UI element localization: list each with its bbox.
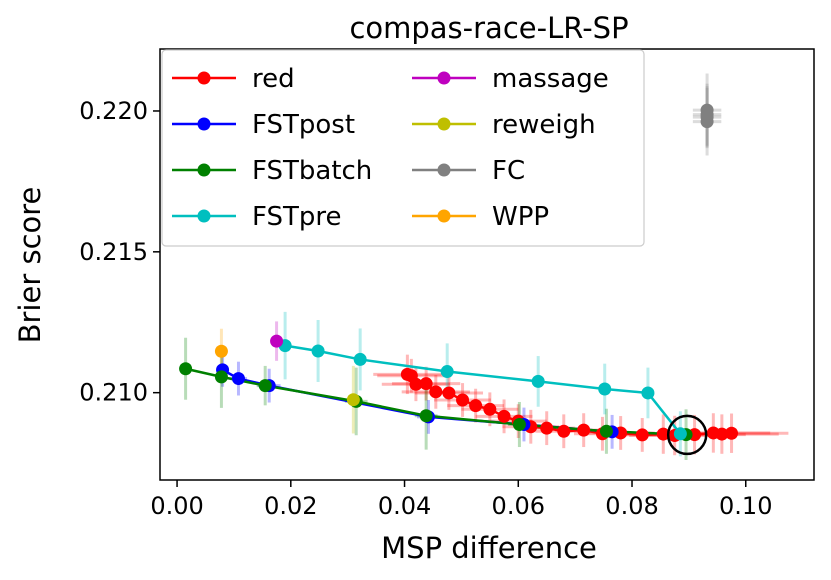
point-red-23 bbox=[725, 426, 739, 440]
point-fstpre-2 bbox=[353, 352, 367, 366]
x-tick-label: 0.00 bbox=[150, 492, 203, 520]
x-axis-label: MSP difference bbox=[381, 531, 597, 565]
y-axis: 0.210 0.215 0.220 bbox=[79, 97, 160, 407]
point-fc-3 bbox=[700, 115, 714, 129]
point-wpp-0 bbox=[214, 344, 228, 358]
point-red-22 bbox=[715, 427, 729, 441]
legend-label-red: red bbox=[252, 64, 295, 94]
point-fstpre-5 bbox=[598, 382, 612, 396]
legend-marker-massage bbox=[437, 71, 451, 85]
point-fstpost-1 bbox=[231, 372, 245, 386]
x-axis: 0.00 0.02 0.04 0.06 0.08 0.10 bbox=[150, 480, 772, 520]
point-fstbatch-1 bbox=[214, 370, 228, 384]
point-fstbatch-2 bbox=[258, 379, 272, 393]
plot-frame bbox=[159, 48, 815, 481]
point-fstpre-7 bbox=[673, 427, 687, 441]
legend-label-fstbatch: FSTbatch bbox=[252, 156, 372, 186]
point-red-2 bbox=[409, 377, 423, 391]
point-red-3 bbox=[419, 377, 433, 391]
line-fstpre bbox=[284, 344, 682, 435]
legend-marker-wpp bbox=[437, 209, 451, 223]
x-tick-label: 0.08 bbox=[605, 492, 658, 520]
point-fstbatch-4 bbox=[419, 409, 433, 423]
point-massage-0 bbox=[270, 334, 284, 348]
chart-title: compas-race-LR-SP bbox=[349, 11, 628, 45]
y-tick-label: 0.210 bbox=[79, 379, 148, 407]
point-fstpre-6 bbox=[641, 386, 655, 400]
point-red-13 bbox=[557, 424, 571, 438]
point-red-14 bbox=[577, 423, 591, 437]
legend-marker-fstpre bbox=[197, 209, 211, 223]
legend-box bbox=[161, 49, 645, 247]
legend-marker-fstpost bbox=[197, 117, 211, 131]
point-fstpre-1 bbox=[311, 344, 325, 358]
point-red-8 bbox=[483, 402, 497, 416]
point-red-18 bbox=[656, 427, 670, 441]
legend-marker-red bbox=[197, 71, 211, 85]
legend-label-fstpre: FSTpre bbox=[252, 202, 342, 232]
highlight-circle bbox=[666, 414, 708, 456]
point-fstpre-3 bbox=[440, 365, 454, 379]
legend-label-fc: FC bbox=[492, 156, 525, 186]
legend-label-massage: massage bbox=[492, 64, 609, 94]
line-fstbatch bbox=[185, 367, 687, 436]
legend-marker-fstbatch bbox=[197, 163, 211, 177]
y-tick-label: 0.220 bbox=[79, 97, 148, 125]
point-red-4 bbox=[429, 385, 443, 399]
point-red-7 bbox=[469, 399, 483, 413]
x-tick-label: 0.10 bbox=[719, 492, 772, 520]
legend-label-fstpost: FSTpost bbox=[252, 110, 355, 140]
point-red-9 bbox=[497, 409, 511, 423]
point-red-12 bbox=[540, 421, 554, 435]
point-fstbatch-5 bbox=[512, 418, 526, 432]
y-axis-label: Brier score bbox=[13, 187, 47, 344]
y-tick-label: 0.215 bbox=[79, 238, 148, 266]
x-tick-label: 0.06 bbox=[492, 492, 545, 520]
point-red-5 bbox=[442, 386, 456, 400]
point-fstbatch-0 bbox=[179, 362, 193, 376]
data-points bbox=[179, 103, 739, 442]
legend: red FSTpost FSTbatch FSTpre massage reweigh FC… bbox=[161, 49, 645, 247]
legend-marker-fc bbox=[437, 163, 451, 177]
point-reweigh-0 bbox=[346, 393, 360, 407]
legend-marker-reweigh bbox=[437, 117, 451, 131]
point-red-17 bbox=[635, 428, 649, 442]
legend-label-wpp: WPP bbox=[492, 202, 549, 232]
point-fstpre-4 bbox=[531, 374, 545, 388]
point-fstbatch-6 bbox=[599, 424, 613, 438]
point-red-6 bbox=[456, 393, 470, 407]
x-tick-label: 0.02 bbox=[264, 492, 317, 520]
legend-label-reweigh: reweigh bbox=[492, 110, 596, 140]
x-tick-label: 0.04 bbox=[378, 492, 431, 520]
